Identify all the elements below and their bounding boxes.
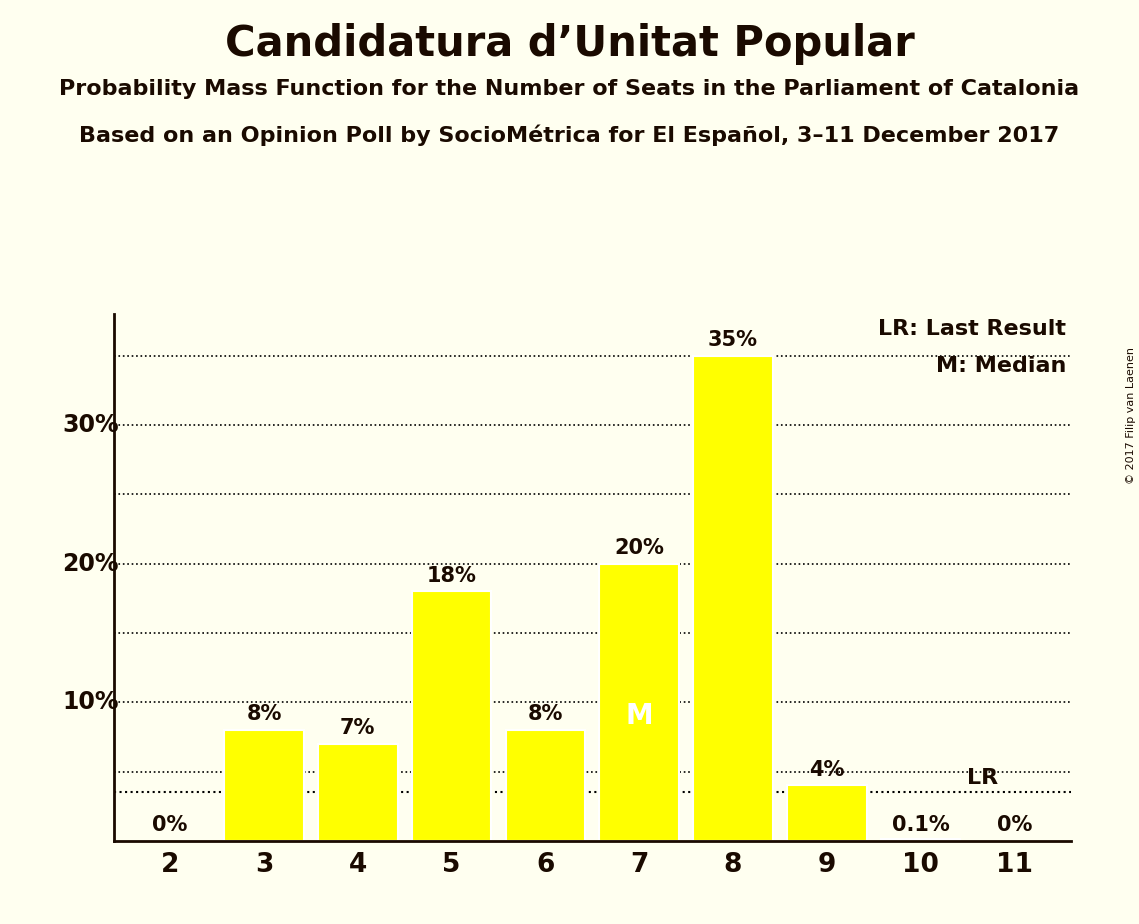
- Text: 35%: 35%: [708, 330, 757, 350]
- Bar: [787, 785, 867, 841]
- Text: 4%: 4%: [809, 760, 844, 780]
- Text: 20%: 20%: [614, 538, 664, 558]
- Text: 8%: 8%: [527, 704, 563, 724]
- Text: Candidatura d’Unitat Popular: Candidatura d’Unitat Popular: [224, 23, 915, 65]
- Text: LR: Last Result: LR: Last Result: [878, 320, 1066, 339]
- Text: 10%: 10%: [63, 690, 118, 714]
- Bar: [318, 744, 398, 841]
- Text: Probability Mass Function for the Number of Seats in the Parliament of Catalonia: Probability Mass Function for the Number…: [59, 79, 1080, 99]
- Text: 18%: 18%: [427, 565, 476, 586]
- Text: © 2017 Filip van Laenen: © 2017 Filip van Laenen: [1126, 347, 1136, 484]
- Text: 20%: 20%: [63, 552, 118, 576]
- Text: 7%: 7%: [341, 718, 376, 738]
- Text: 0%: 0%: [997, 815, 1032, 835]
- Text: 8%: 8%: [246, 704, 281, 724]
- Bar: [411, 591, 491, 841]
- Text: Based on an Opinion Poll by SocioMétrica for El Español, 3–11 December 2017: Based on an Opinion Poll by SocioMétrica…: [80, 125, 1059, 146]
- Bar: [224, 730, 304, 841]
- Text: M: M: [625, 702, 653, 730]
- Bar: [599, 564, 679, 841]
- Bar: [880, 839, 960, 841]
- Bar: [694, 356, 773, 841]
- Bar: [506, 730, 585, 841]
- Text: M: Median: M: Median: [935, 357, 1066, 376]
- Text: 0%: 0%: [153, 815, 188, 835]
- Text: LR: LR: [967, 768, 999, 788]
- Text: 30%: 30%: [62, 413, 118, 437]
- Text: 0.1%: 0.1%: [892, 815, 950, 835]
